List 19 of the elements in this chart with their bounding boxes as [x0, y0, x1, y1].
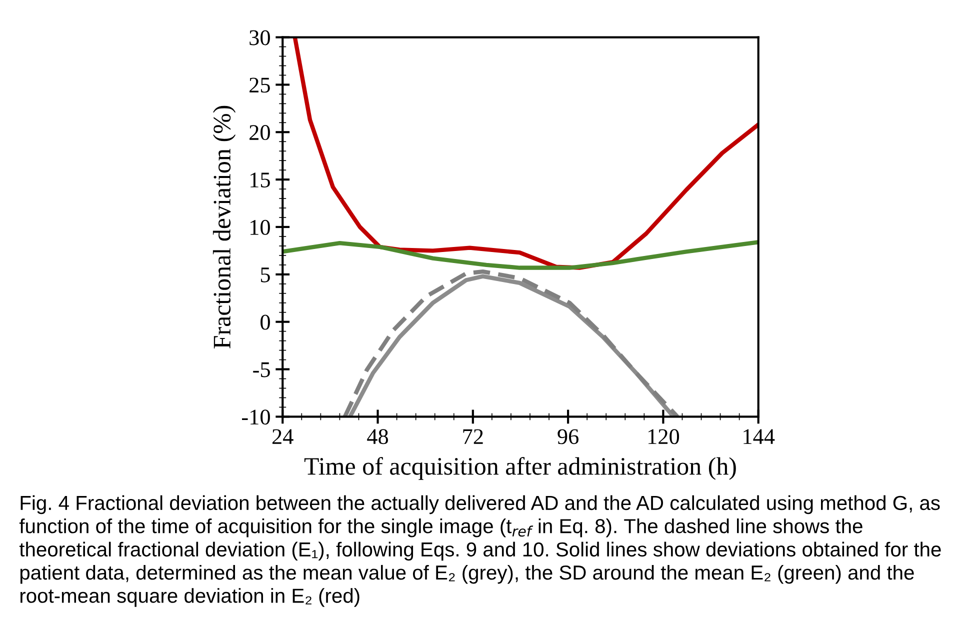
y-tick-label: 0	[260, 314, 270, 330]
x-axis-title: Time of acquisition after administration (h)	[304, 456, 736, 480]
x-tick-label: 48	[367, 429, 388, 444]
x-tick-label: 72	[463, 429, 483, 444]
x-tick-label: 96	[558, 429, 579, 444]
caption: Fig. 4 Fractional deviation between the actually delivered AD and the AD calculated using method G, as function of the time of acquisition for the single image (t$_{ref}$ in Eq. 8). The dashed line shows the theoretical fractional deviation (E₁), following Eqs. 9 and 10. Solid lines show deviations obtained for the patient data, determined as the mean value of E₂ (grey), the SD around the mean E₂ (green) and the root-mean square deviation in E₂ (red)	[19, 495, 941, 607]
y-tick-label: -5	[253, 362, 270, 378]
x-tick-label: 120	[648, 429, 680, 444]
y-tick-label: 30	[250, 30, 270, 46]
y-tick-label: 15	[250, 172, 270, 188]
y-tick-label: 5	[260, 268, 270, 282]
line-series	[282, 240, 758, 270]
x-tick-label: 144	[744, 429, 775, 444]
x-tick-label: 24	[272, 429, 294, 444]
y-tick-label: 20	[250, 125, 270, 140]
y-tick-label: 25	[250, 78, 270, 93]
y-axis-title: Fractional deviation (%)	[212, 106, 236, 348]
y-tick-label: 10	[250, 220, 270, 235]
y-tick-label: -10	[242, 410, 270, 425]
